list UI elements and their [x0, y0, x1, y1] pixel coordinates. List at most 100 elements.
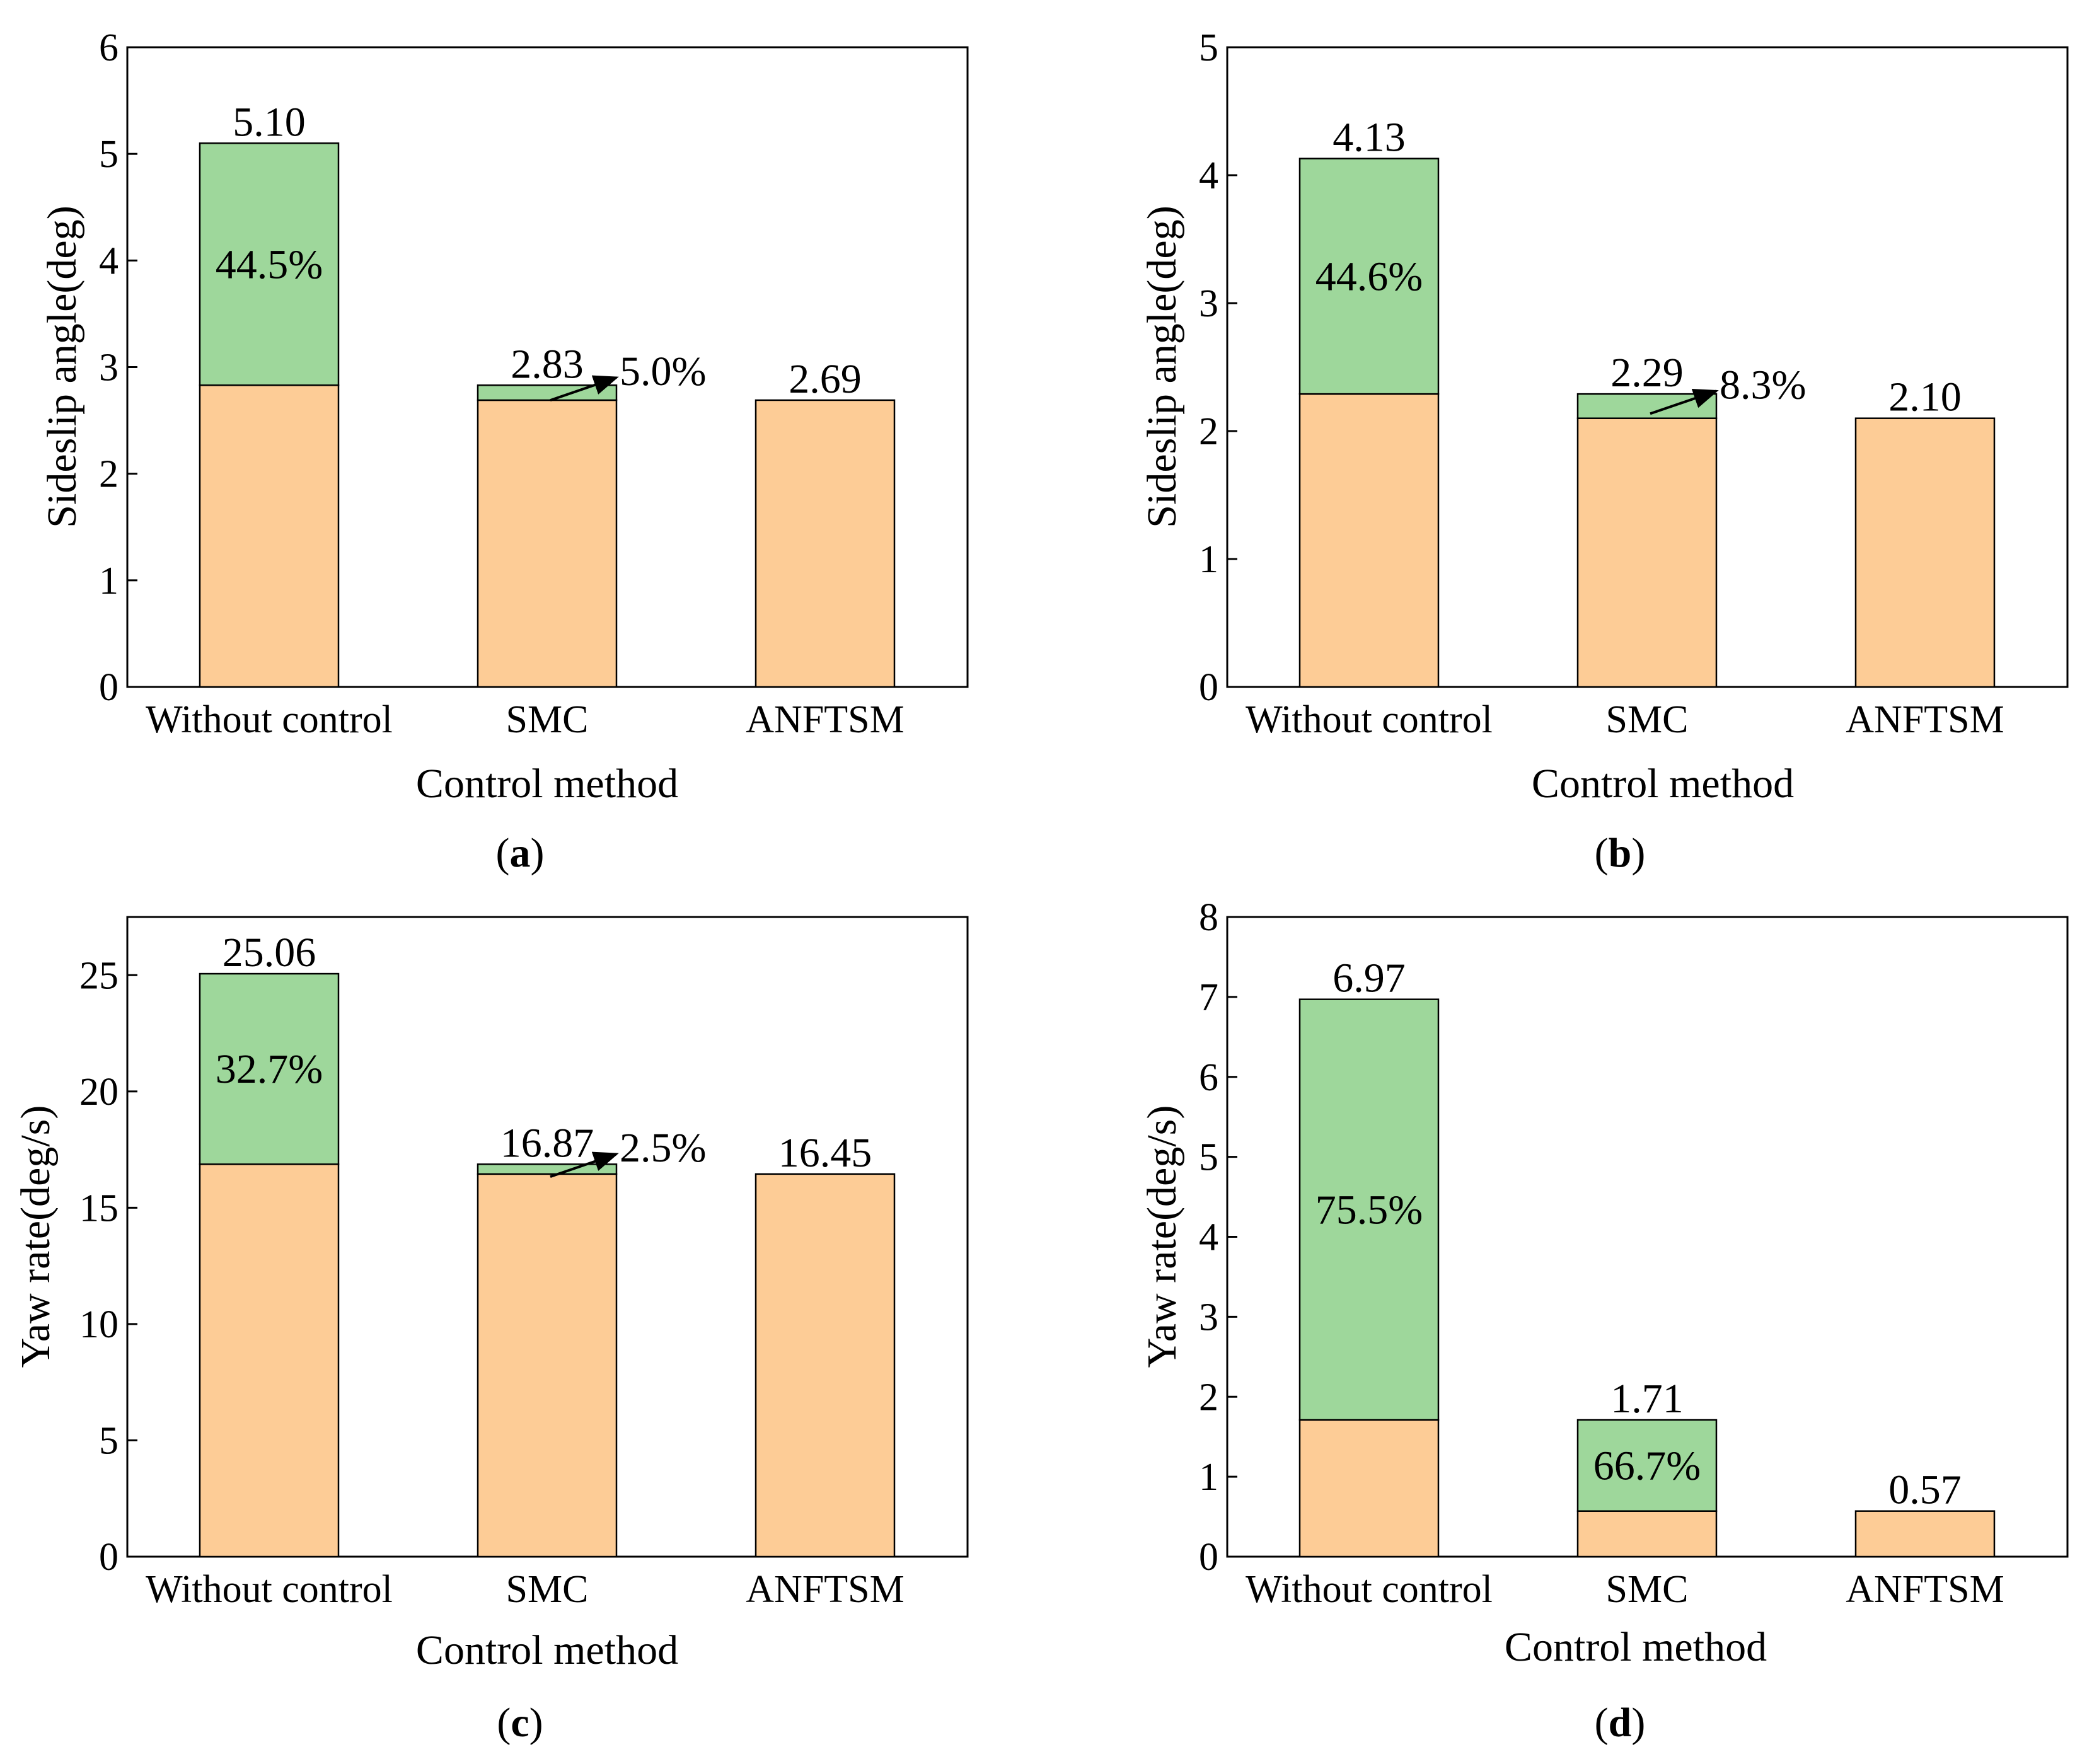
reduction-percent-label: 44.6% [1315, 253, 1423, 299]
data-label: 25.06 [223, 930, 316, 976]
y-tick-label: 25 [79, 954, 119, 997]
y-tick-label: 10 [79, 1303, 119, 1346]
y-tick-label: 1 [1199, 538, 1218, 581]
y-tick-label: 8 [1199, 896, 1218, 939]
y-axis-ticks: 0 1 2 3 4 5 6 [99, 26, 137, 709]
panel-label-d: (d) [1595, 1700, 1646, 1746]
reduction-percent-label: 8.3% [1720, 362, 1806, 408]
y-tick-label: 0 [99, 666, 119, 709]
y-tick-label: 2 [99, 453, 119, 496]
chart-panel-d: 6.97 75.5% 1.71 66.7% 0.57 0 1 2 3 4 5 6 7 8 Without… [1139, 896, 2069, 1746]
reduction-percent-label: 75.5% [1315, 1187, 1423, 1233]
panel-label-open: ( [1595, 1700, 1609, 1746]
y-tick-label: 5 [1199, 1136, 1218, 1179]
data-label: 5.10 [233, 99, 306, 145]
bars: 6.97 75.5% 1.71 66.7% 0.57 [1298, 955, 1996, 1558]
x-axis-ticks: Without control SMC ANFTSM [1246, 698, 2004, 741]
bar-base [1298, 1419, 1440, 1558]
y-tick-label: 4 [1199, 1216, 1218, 1259]
y-axis-title: Yaw rate(deg/s) [1139, 1105, 1185, 1368]
y-tick-label: 5 [99, 133, 119, 176]
y-tick-label: 1 [1199, 1456, 1218, 1499]
y-tick-label: 0 [1199, 666, 1218, 709]
bar-base [1854, 417, 1996, 688]
bar-base [1854, 1510, 1996, 1558]
panel-label-close: ) [1631, 1700, 1645, 1746]
bar-base [1576, 1510, 1718, 1558]
y-axis-title: Sideslip angle(deg) [1139, 205, 1185, 527]
panel-label-open: ( [1595, 830, 1609, 876]
x-tick-label: SMC [506, 698, 589, 741]
x-axis-title: Control method [416, 761, 678, 807]
data-label: 0.57 [1888, 1467, 1962, 1513]
x-tick-label: Without control [1246, 698, 1493, 741]
chart-panel-c: 25.06 32.7% 16.87 2.5% 16.45 0 5 10 15 20 25 With… [13, 916, 969, 1746]
bar-base [477, 399, 618, 688]
data-label: 2.83 [511, 341, 584, 387]
reduction-arrow [550, 1151, 619, 1178]
data-label: 16.45 [778, 1130, 872, 1176]
y-tick-label: 5 [99, 1419, 119, 1462]
x-axis-title: Control method [1532, 761, 1794, 807]
data-label: 16.87 [500, 1120, 594, 1166]
reduction-percent-label: 32.7% [216, 1046, 323, 1092]
reduction-arrow [550, 375, 619, 401]
x-tick-label: ANFTSM [746, 698, 905, 741]
panel-label-close: ) [1631, 830, 1645, 876]
data-label: 4.13 [1333, 115, 1406, 161]
y-tick-label: 6 [1199, 1056, 1218, 1099]
x-tick-label: ANFTSM [1846, 1568, 2004, 1611]
reduction-arrow [1650, 388, 1719, 415]
y-tick-label: 3 [1199, 282, 1218, 325]
y-tick-label: 4 [1199, 154, 1218, 197]
x-axis-title: Control method [1505, 1624, 1767, 1670]
y-tick-label: 20 [79, 1071, 119, 1114]
data-label: 2.29 [1610, 350, 1684, 396]
reduction-percent-label: 66.7% [1593, 1443, 1701, 1489]
bar-reduction [199, 142, 340, 386]
bar-base [477, 1173, 618, 1558]
bar-reduction [1298, 998, 1440, 1421]
x-tick-label: SMC [506, 1568, 589, 1611]
y-tick-label: 0 [99, 1536, 119, 1579]
bars: 4.13 44.6% 2.29 8.3% 2.10 [1298, 115, 1996, 688]
x-tick-label: ANFTSM [746, 1568, 905, 1611]
panel-label-letter: c [511, 1700, 529, 1746]
data-label: 6.97 [1333, 955, 1406, 1001]
x-tick-label: Without control [1246, 1568, 1493, 1611]
bar-reduction [1298, 158, 1440, 395]
y-tick-label: 0 [1199, 1536, 1218, 1579]
bars: 5.10 44.5% 2.83 5.0% 2.69 [199, 99, 896, 688]
x-axis-ticks: Without control SMC ANFTSM [146, 698, 905, 741]
chart-panel-a: 5.10 44.5% 2.83 5.0% 2.69 0 1 2 3 4 5 6 Without co… [39, 26, 969, 876]
y-axis-title: Sideslip angle(deg) [39, 205, 85, 527]
panel-label-letter: a [510, 830, 531, 876]
bar-base [199, 384, 340, 688]
reduction-percent-label: 44.5% [216, 241, 323, 287]
x-tick-label: ANFTSM [1846, 698, 2004, 741]
panel-label-c: (c) [497, 1700, 543, 1746]
y-tick-label: 15 [79, 1187, 119, 1230]
y-tick-label: 2 [1199, 410, 1218, 453]
data-label: 2.10 [1888, 374, 1962, 420]
reduction-percent-label: 2.5% [620, 1125, 706, 1171]
data-label: 2.69 [789, 356, 862, 402]
panel-label-open: ( [497, 1700, 511, 1746]
y-axis-ticks: 0 1 2 3 4 5 [1199, 26, 1237, 709]
x-tick-label: SMC [1606, 1568, 1689, 1611]
bar-base [1298, 393, 1440, 688]
y-tick-label: 3 [99, 347, 119, 389]
y-tick-label: 1 [99, 560, 119, 602]
reduction-percent-label: 5.0% [620, 349, 706, 395]
panel-label-close: ) [531, 830, 545, 876]
y-tick-label: 4 [99, 239, 119, 282]
x-axis-ticks: Without control SMC ANFTSM [1246, 1568, 2004, 1611]
panel-label-b: (b) [1595, 830, 1646, 876]
y-axis-ticks: 0 5 10 15 20 25 [79, 954, 137, 1579]
panel-label-letter: d [1609, 1700, 1632, 1746]
bar-base [754, 399, 896, 688]
panel-label-close: ) [529, 1700, 543, 1746]
panel-label-letter: b [1609, 830, 1632, 876]
chart-panel-b: 4.13 44.6% 2.29 8.3% 2.10 0 1 2 3 4 5 Without con… [1139, 26, 2069, 876]
